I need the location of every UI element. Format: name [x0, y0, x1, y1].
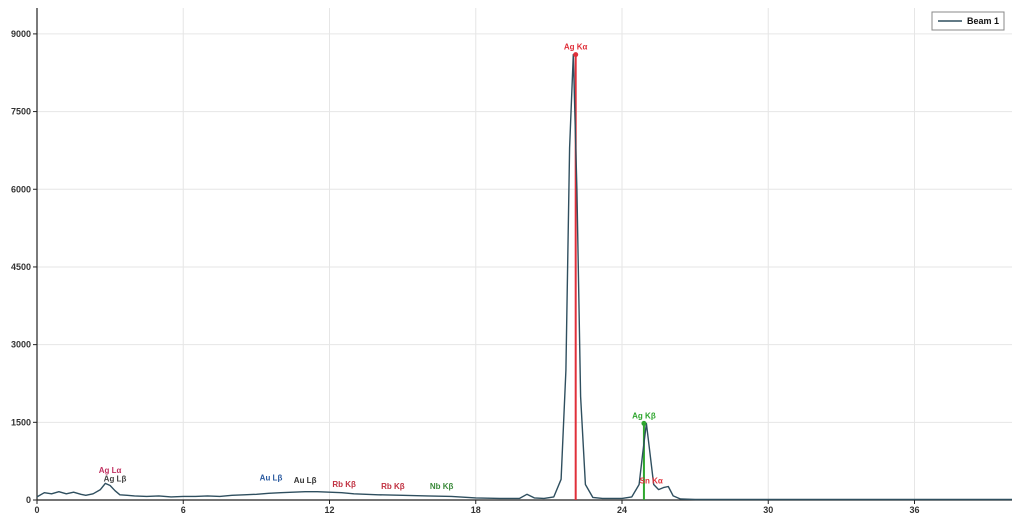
series-lines [36, 53, 1012, 501]
peak-label: Nb Kβ [430, 482, 454, 491]
y-tick-label: 4500 [11, 262, 31, 272]
peak-label: Ag Lβ [104, 475, 127, 484]
y-tick-label: 0 [26, 495, 31, 505]
y-tick-label: 6000 [11, 184, 31, 194]
grid-lines [36, 8, 1012, 501]
peak-label: Ag Kα [564, 43, 588, 52]
peak-label: Ag Lα [99, 466, 122, 475]
peak-label: Rb Kβ [381, 482, 405, 491]
tick-labels: 0 6 12 18 24 30 36 0 1500 3000 4500 6000 7500 9000 [11, 29, 920, 515]
peak-point [573, 52, 579, 58]
peak-label: Au Lβ [294, 476, 317, 485]
peak-label: Rb Kβ [332, 480, 356, 489]
x-tick-label: 12 [324, 505, 334, 515]
x-tick-label: 18 [471, 505, 481, 515]
x-tick-label: 30 [763, 505, 773, 515]
series-line-beam-1 [36, 53, 1012, 501]
legend-box [931, 11, 1005, 31]
legend-label: Beam 1 [967, 16, 999, 26]
legend[interactable]: Beam 1 [931, 11, 1005, 31]
y-tick-label: 1500 [11, 417, 31, 427]
peak-label: Ag Kβ [632, 411, 656, 420]
peak-label: Au Lβ [260, 473, 283, 482]
x-tick-label: 36 [909, 505, 919, 515]
y-tick-label: 9000 [11, 29, 31, 39]
y-tick-label: 7500 [11, 107, 31, 117]
peak-point [641, 420, 647, 426]
y-tick-label: 3000 [11, 340, 31, 350]
x-tick-label: 6 [181, 505, 186, 515]
peak-label: Sn Kα [640, 477, 663, 486]
x-tick-label: 0 [34, 505, 39, 515]
x-tick-label: 24 [617, 505, 627, 515]
